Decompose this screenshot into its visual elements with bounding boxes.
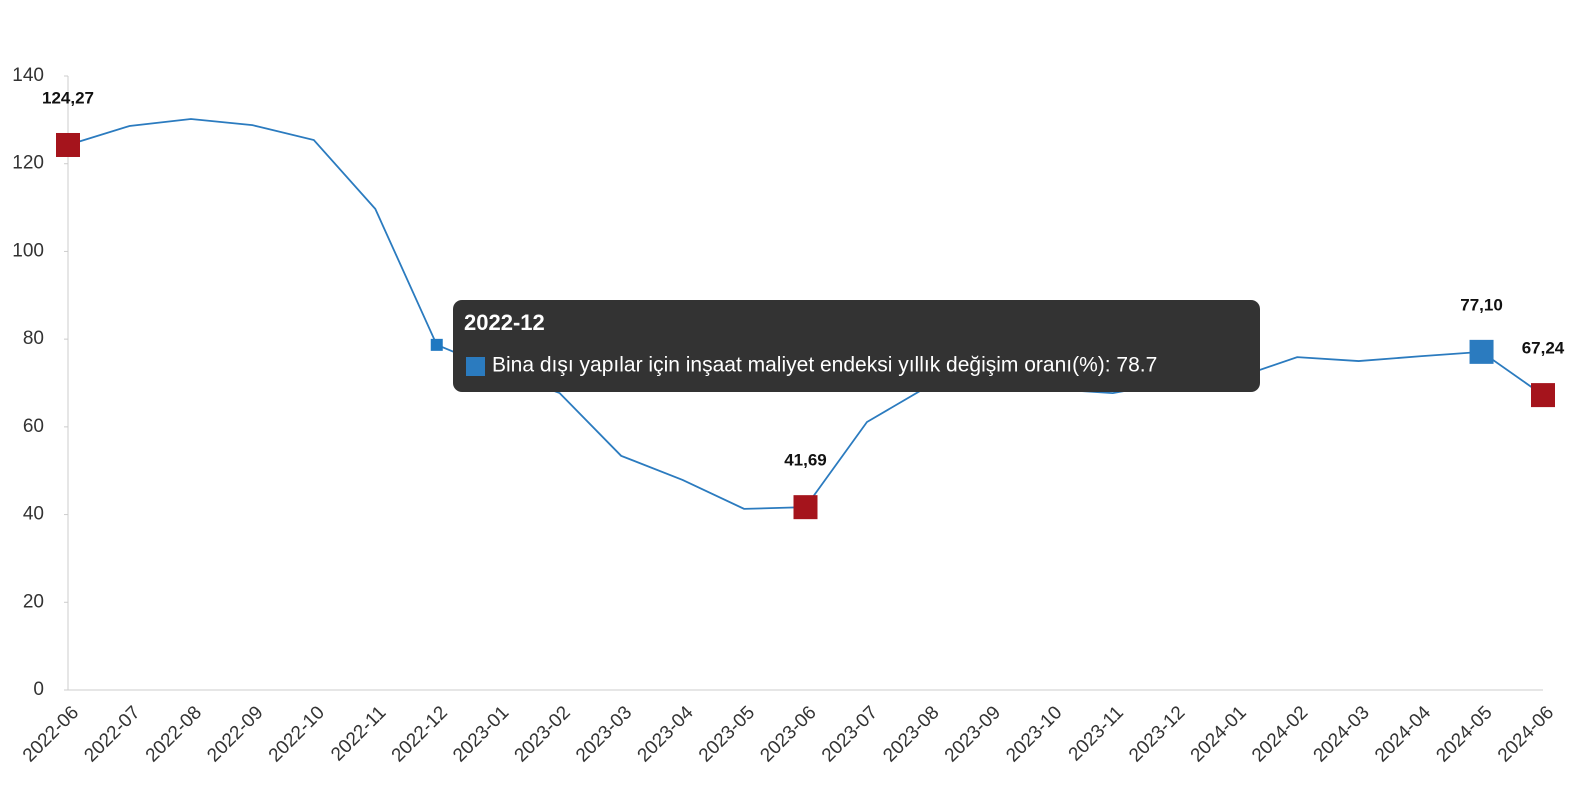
value-label: 67,24 [1522, 339, 1565, 358]
marker [793, 495, 818, 520]
x-tick-label: 2022-06 [19, 702, 83, 766]
x-tick-label: 2023-10 [1002, 702, 1066, 766]
marker [430, 338, 443, 351]
marker [1531, 383, 1555, 408]
x-tick-label: 2023-09 [941, 702, 1005, 766]
x-tick-label: 2023-02 [511, 702, 575, 766]
y-tick-label: 60 [23, 416, 44, 437]
x-tick-label: 2022-08 [142, 702, 206, 766]
y-tick-label: 0 [33, 679, 44, 700]
x-tick-label: 2023-03 [572, 702, 636, 766]
plot: 0204060801001201402022-062022-072022-082… [12, 65, 1565, 766]
y-tick-label: 40 [23, 504, 44, 525]
x-tick-label: 2024-06 [1494, 702, 1558, 766]
x-tick-label: 2023-05 [695, 702, 759, 766]
x-tick-label: 2022-11 [327, 702, 390, 765]
x-tick-label: 2023-11 [1065, 702, 1128, 765]
x-tick-label: 2024-02 [1248, 702, 1312, 766]
x-tick-label: 2024-01 [1187, 702, 1251, 766]
marker [1469, 339, 1494, 364]
tooltip: 2022-12 Bina dışı yapılar için inşaat ma… [453, 300, 1260, 392]
value-label: 77,10 [1460, 295, 1503, 314]
tooltip-title: 2022-12 [464, 310, 545, 335]
tooltip-box [453, 300, 1260, 392]
x-tick-label: 2023-08 [879, 702, 943, 766]
x-tick-label: 2023-07 [818, 702, 882, 766]
x-tick-label: 2022-10 [265, 702, 329, 766]
x-tick-label: 2022-09 [203, 702, 267, 766]
x-tick-label: 2023-12 [1125, 702, 1189, 766]
x-tick-label: 2023-04 [634, 702, 698, 766]
y-tick-label: 120 [12, 153, 44, 174]
x-tick-label: 2024-03 [1310, 702, 1374, 766]
marker [56, 132, 80, 157]
tooltip-text: Bina dışı yapılar için inşaat maliyet en… [492, 354, 1157, 377]
x-tick-label: 2022-12 [388, 702, 452, 766]
value-label: 124,27 [42, 88, 94, 107]
y-tick-label: 140 [12, 65, 44, 86]
y-tick-label: 100 [12, 240, 44, 261]
x-tick-label: 2024-05 [1432, 702, 1496, 766]
x-tick-label: 2024-04 [1371, 702, 1435, 766]
x-tick-label: 2023-06 [756, 702, 820, 766]
y-tick-label: 20 [23, 591, 44, 612]
value-label: 41,69 [784, 451, 827, 470]
tooltip-swatch [466, 357, 485, 376]
x-tick-label: 2023-01 [449, 702, 513, 766]
x-tick-label: 2022-07 [80, 702, 144, 766]
y-tick-label: 80 [23, 328, 44, 349]
